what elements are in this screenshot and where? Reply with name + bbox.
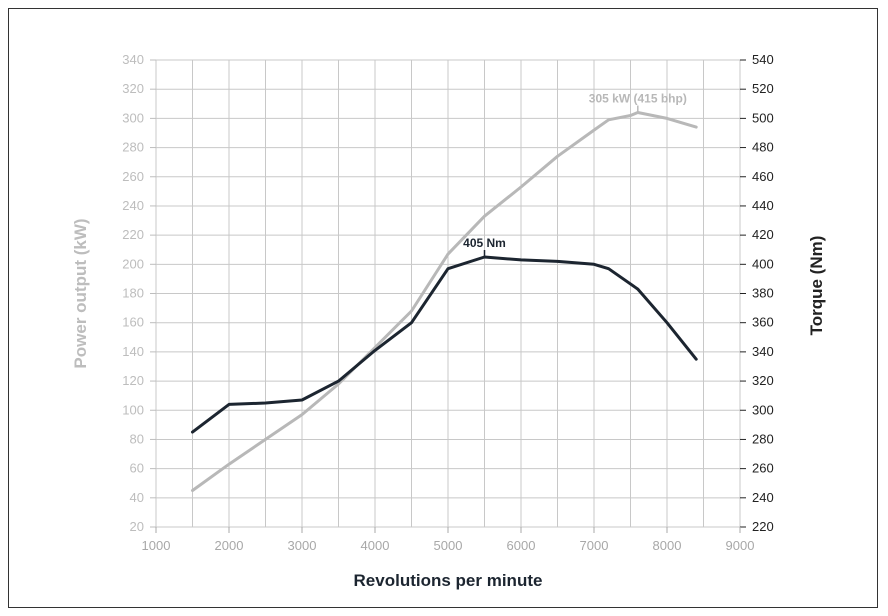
y-right-tick-label: 280 <box>752 431 774 446</box>
annotation-label: 305 kW (415 bhp) <box>589 92 687 106</box>
y-left-tick-label: 300 <box>122 110 144 125</box>
y-left-tick-label: 40 <box>130 490 144 505</box>
x-tick-label: 4000 <box>361 538 390 553</box>
y-left-tick-label: 200 <box>122 256 144 271</box>
y-left-tick-label: 280 <box>122 140 144 155</box>
annotation-label: 405 Nm <box>463 236 506 250</box>
y-left-tick-label: 20 <box>130 519 144 534</box>
y-right-tick-label: 400 <box>752 256 774 271</box>
x-axis-title: Revolutions per minute <box>354 571 543 590</box>
y-right-tick-label: 380 <box>752 286 774 301</box>
chart-frame <box>8 8 878 608</box>
y-right-tick-label: 520 <box>752 81 774 96</box>
y-left-tick-label: 100 <box>122 402 144 417</box>
y-right-tick-label: 220 <box>752 519 774 534</box>
y-left-tick-label: 120 <box>122 373 144 388</box>
y-axis-left-title: Power output (kW) <box>71 218 90 368</box>
annotations: 305 kW (415 bhp) 405 Nm <box>463 92 687 258</box>
y-left-tick-label: 160 <box>122 315 144 330</box>
y-right-tick-label: 240 <box>752 490 774 505</box>
y-right-tick-label: 540 <box>752 52 774 67</box>
y-right-tick-label: 440 <box>752 198 774 213</box>
x-tick-label: 9000 <box>726 538 755 553</box>
y-right-tick-label: 460 <box>752 169 774 184</box>
x-tick-label: 8000 <box>653 538 682 553</box>
x-tick-label: 1000 <box>142 538 171 553</box>
y-left-tick-label: 220 <box>122 227 144 242</box>
y-right-tick-label: 320 <box>752 373 774 388</box>
series <box>191 111 698 492</box>
torque-line <box>191 255 698 434</box>
y-left-tick-label: 80 <box>130 431 144 446</box>
y-right-tick-label: 260 <box>752 461 774 476</box>
x-tick-label: 6000 <box>507 538 536 553</box>
y-axis-right-title: Torque (Nm) <box>807 236 826 336</box>
y-right-tick-label: 480 <box>752 140 774 155</box>
x-tick-label: 7000 <box>580 538 609 553</box>
grid <box>155 59 741 528</box>
y-left-tick-label: 320 <box>122 81 144 96</box>
y-right-tick-label: 300 <box>752 402 774 417</box>
x-tick-label: 3000 <box>288 538 317 553</box>
y-right-tick-label: 360 <box>752 315 774 330</box>
y-left-tick-label: 60 <box>130 461 144 476</box>
x-tick-label: 5000 <box>434 538 463 553</box>
y-right-tick-label: 420 <box>752 227 774 242</box>
y-left-tick-label: 180 <box>122 286 144 301</box>
y-left-tick-label: 340 <box>122 52 144 67</box>
y-right-tick-label: 500 <box>752 110 774 125</box>
y-left-tick-label: 240 <box>122 198 144 213</box>
power-line <box>191 111 698 492</box>
y-right-tick-label: 340 <box>752 344 774 359</box>
x-tick-label: 2000 <box>215 538 244 553</box>
y-left-tick-label: 260 <box>122 169 144 184</box>
axes: 20 40 60 80 100 120 140 160 180 200 220 240 260 280 30… <box>122 52 773 553</box>
y-left-tick-label: 140 <box>122 344 144 359</box>
